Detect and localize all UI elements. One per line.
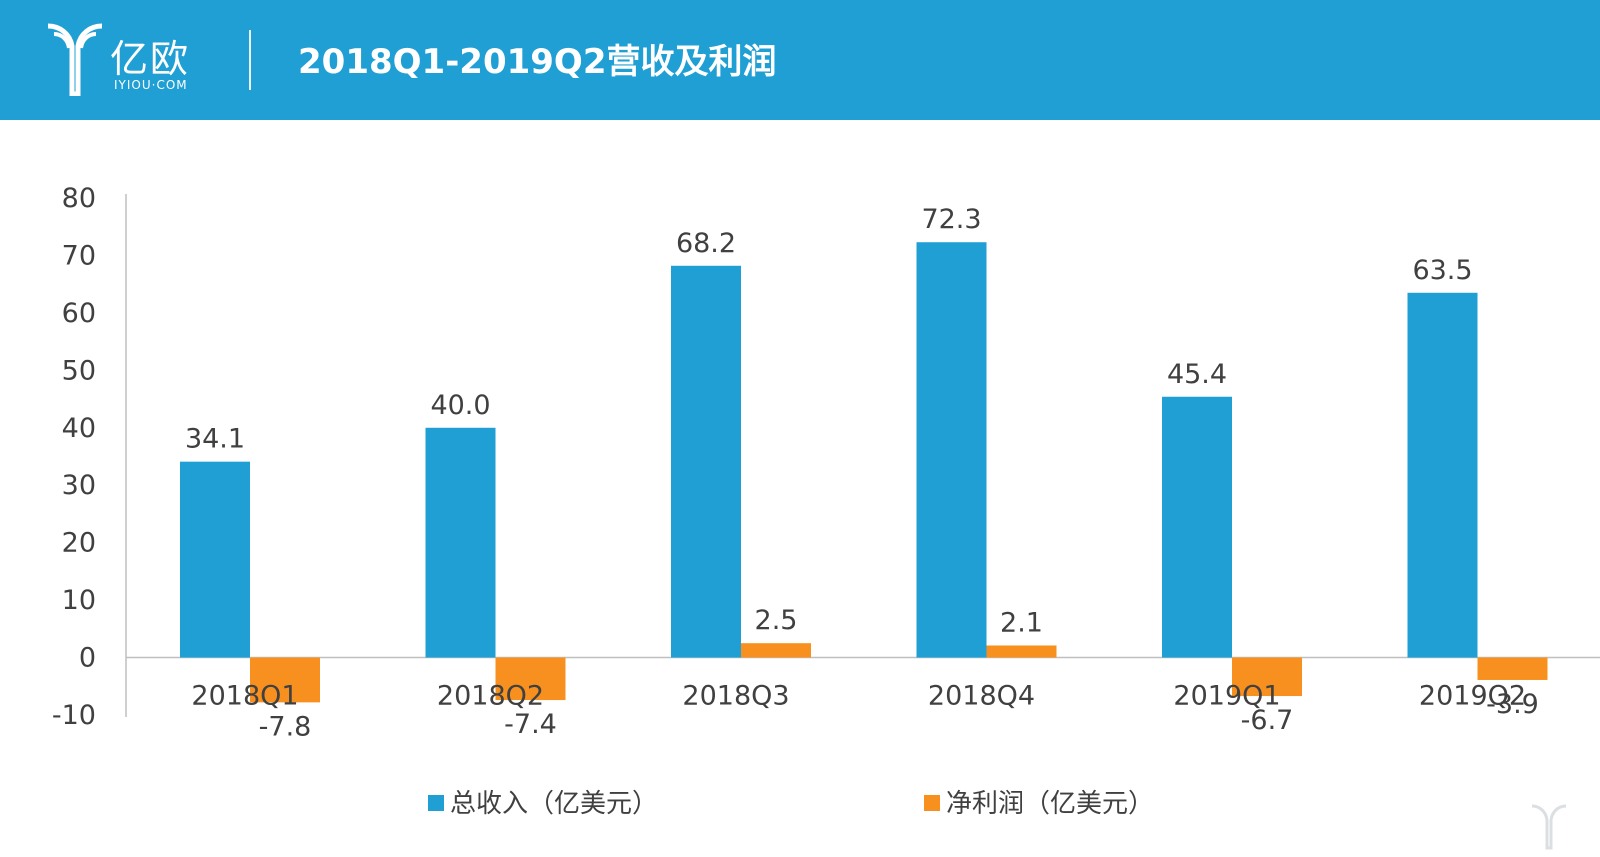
bar-profit bbox=[986, 645, 1057, 658]
logo-subtext: IYIOU·COM bbox=[114, 78, 188, 92]
logo-text: 亿欧 bbox=[110, 37, 191, 81]
legend-swatch-profit bbox=[924, 795, 940, 811]
category-label: 2019Q2 bbox=[1419, 681, 1526, 712]
page-title: 2018Q1-2019Q2营收及利润 bbox=[298, 42, 777, 82]
data-label: 2.5 bbox=[755, 605, 798, 636]
data-label: 2.1 bbox=[1000, 607, 1043, 638]
category-label: 2018Q2 bbox=[437, 681, 544, 712]
y-tick-label: 20 bbox=[62, 528, 96, 559]
y-tick-label: 0 bbox=[79, 643, 96, 674]
bar-revenue bbox=[180, 461, 250, 658]
chart-axes bbox=[125, 194, 1600, 717]
logo-icon bbox=[47, 23, 103, 96]
legend-swatch-revenue bbox=[428, 795, 444, 811]
brand-logo[interactable]: 亿欧 IYIOU·COM bbox=[44, 20, 214, 100]
category-label: 2018Q4 bbox=[928, 681, 1035, 712]
bar-revenue bbox=[1407, 292, 1478, 658]
data-label: 63.5 bbox=[1412, 255, 1472, 286]
data-label: 34.1 bbox=[185, 424, 245, 455]
bar-profit bbox=[1232, 657, 1302, 697]
category-label: 2018Q1 bbox=[191, 681, 298, 712]
data-label: 40.0 bbox=[430, 390, 490, 421]
category-label: 2018Q3 bbox=[682, 681, 789, 712]
y-tick-label: -10 bbox=[52, 700, 96, 731]
header-bar: 亿欧 IYIOU·COM 2018Q1-2019Q2营收及利润 bbox=[0, 0, 1600, 120]
y-tick-label: 50 bbox=[62, 355, 96, 386]
legend-label-profit: 净利润（亿美元） bbox=[946, 789, 1154, 819]
y-tick-label: 40 bbox=[62, 413, 96, 444]
category-labels: 2018Q1 2018Q2 2018Q3 2018Q4 2019Q1 2019Q2 bbox=[191, 681, 1526, 712]
y-tick-label: 60 bbox=[62, 298, 96, 329]
chart-bars bbox=[180, 242, 1548, 703]
chart-legend: 总收入（亿美元） 净利润（亿美元） bbox=[428, 789, 1154, 819]
data-label: 72.3 bbox=[921, 204, 981, 235]
bar-revenue bbox=[425, 427, 496, 658]
y-axis-ticks: -10 0 10 20 30 40 50 60 70 80 bbox=[52, 183, 96, 731]
y-tick-label: 70 bbox=[62, 240, 96, 271]
y-tick-label: 30 bbox=[62, 470, 96, 501]
header-divider bbox=[249, 30, 251, 90]
data-labels: 34.1 -7.8 40.0 -7.4 68.2 2.5 72.3 2.1 45.4 -6.7 63… bbox=[185, 204, 1539, 742]
y-tick-label: 10 bbox=[62, 585, 96, 616]
bar-profit bbox=[1477, 657, 1548, 680]
bar-revenue bbox=[671, 265, 741, 658]
data-label: 68.2 bbox=[676, 228, 736, 259]
category-label: 2019Q1 bbox=[1173, 681, 1280, 712]
data-label: -6.7 bbox=[1241, 705, 1294, 736]
bar-profit bbox=[741, 643, 811, 658]
data-label: -7.4 bbox=[504, 709, 557, 740]
y-tick-label: 80 bbox=[62, 183, 96, 214]
bar-revenue bbox=[916, 242, 987, 658]
watermark-logo-icon bbox=[1531, 804, 1567, 850]
bar-revenue bbox=[1162, 396, 1232, 658]
bar-profit bbox=[495, 657, 566, 701]
legend-label-revenue: 总收入（亿美元） bbox=[450, 789, 658, 819]
bar-profit bbox=[250, 657, 320, 703]
revenue-profit-chart: -10 0 10 20 30 40 50 60 70 80 34.1 -7.8 40.0 -7.4 68.… bbox=[52, 183, 1600, 819]
data-label: -7.8 bbox=[259, 711, 312, 742]
data-label: 45.4 bbox=[1167, 359, 1227, 390]
data-label: -3.9 bbox=[1486, 689, 1539, 720]
